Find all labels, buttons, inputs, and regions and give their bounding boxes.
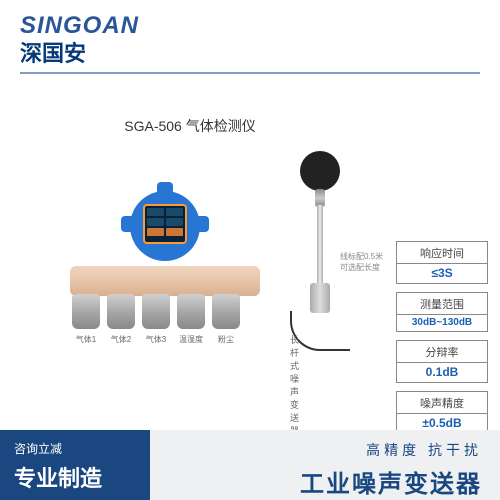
footer-promo: 咨询立减	[14, 440, 136, 457]
main-area: 气体1气体2气体3温湿度粉尘 线标配0.5米 可选配长度 长杆式噪声变送器 响应…	[0, 136, 500, 406]
footer-features: 高精度 抗干扰	[168, 440, 482, 460]
sensor-port	[72, 294, 100, 329]
spec-item: 分辩率0.1dB	[396, 340, 488, 383]
detector-screen	[143, 204, 187, 244]
spec-item: 响应时间≤3S	[396, 241, 488, 284]
sensor-port	[212, 294, 240, 329]
sensor-port	[107, 294, 135, 329]
spec-label: 分辩率	[397, 344, 487, 362]
footer: 咨询立减 专业制造 高精度 抗干扰 工业噪声变送器	[0, 430, 500, 500]
port-label: 气体3	[140, 334, 172, 345]
port-label: 粉尘	[210, 334, 242, 345]
port-label: 气体2	[105, 334, 137, 345]
footer-product-name: 工业噪声变送器	[168, 464, 482, 499]
spec-value: 30dB~130dB	[397, 315, 487, 328]
probe-note: 线标配0.5米 可选配长度	[340, 251, 390, 273]
footer-left: 咨询立减 专业制造	[0, 430, 150, 500]
footer-right: 高精度 抗干扰 工业噪声变送器	[150, 430, 500, 500]
probe-base	[310, 283, 330, 313]
port-label: 温湿度	[175, 334, 207, 345]
spec-list: 响应时间≤3S 测量范围30dB~130dB 分辩率0.1dB 噪声精度±0.5dB	[396, 241, 488, 442]
brand-logo-cn: 深国安	[20, 36, 480, 68]
probe-stem	[317, 205, 323, 285]
spec-value: 0.1dB	[397, 363, 487, 379]
header-divider	[20, 72, 480, 74]
product-title: SGA-506 气体检测仪	[0, 116, 500, 136]
microphone-windscreen	[300, 151, 340, 191]
spec-item: 噪声精度±0.5dB	[396, 391, 488, 434]
spec-label: 测量范围	[397, 296, 487, 314]
sensor-port	[177, 294, 205, 329]
port-label: 气体1	[70, 334, 102, 345]
spec-label: 响应时间	[397, 245, 487, 263]
spec-label: 噪声精度	[397, 395, 487, 413]
sensor-manifold	[70, 266, 260, 296]
spec-value: ≤3S	[397, 264, 487, 280]
spec-value: ±0.5dB	[397, 414, 487, 430]
detector-head	[125, 186, 205, 271]
sensor-port	[142, 294, 170, 329]
footer-tagline: 专业制造	[14, 461, 136, 493]
header: SINGOAN 深国安	[0, 0, 500, 86]
probe-caption: 长杆式噪声变送器	[290, 333, 299, 437]
spec-item: 测量范围30dB~130dB	[396, 292, 488, 332]
